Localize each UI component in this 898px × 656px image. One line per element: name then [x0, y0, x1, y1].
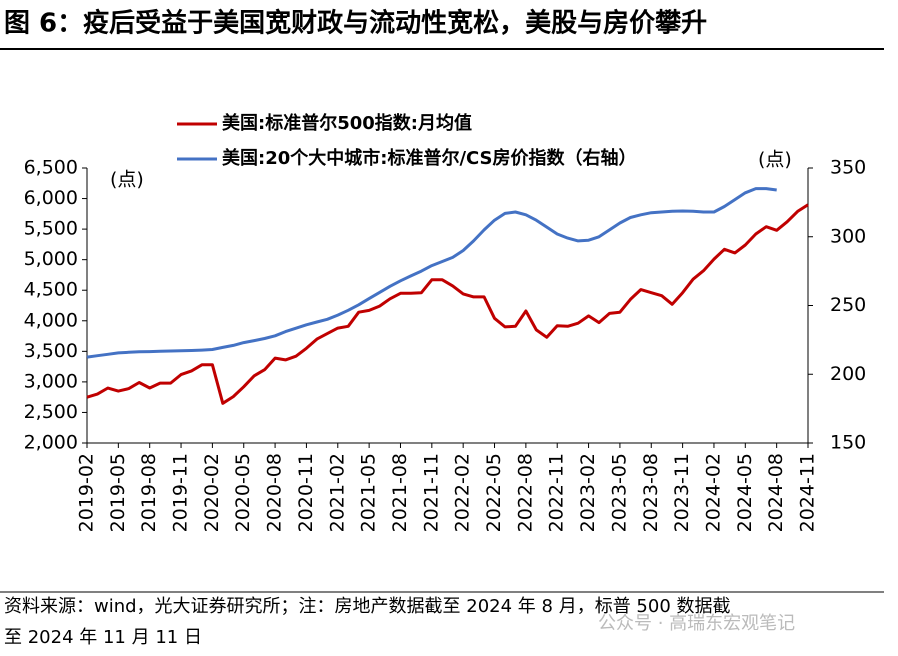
- legend-label: 美国:20个大中城市:标准普尔/CS房价指数（右轴）: [222, 147, 637, 169]
- x-tick-label: 2021-02: [326, 453, 348, 532]
- y-axis-label: (点): [110, 169, 144, 191]
- x-tick-label: 2020-08: [264, 453, 286, 532]
- x-tick-label: 2022-08: [514, 453, 536, 532]
- footnote: 资料来源：wind，光大证券研究所；注：房地产数据截至 2024 年 8 月，标…: [4, 596, 731, 617]
- y-tick-label: 3,000: [24, 370, 78, 392]
- x-tick-label: 2024-11: [797, 453, 819, 532]
- y2-tick-label: 300: [830, 225, 866, 247]
- y-tick-label: 4,000: [24, 309, 78, 331]
- y-tick-label: 6,500: [24, 157, 78, 179]
- x-tick-label: 2019-11: [170, 453, 192, 532]
- x-tick-label: 2020-02: [201, 453, 223, 532]
- y-tick-label: 5,000: [24, 248, 78, 270]
- x-tick-label: 2023-11: [671, 453, 693, 532]
- watermark: 公众号 · 高瑞东宏观笔记: [598, 613, 795, 634]
- y-tick-label: 2,000: [24, 432, 78, 454]
- x-tick-label: 2019-08: [138, 453, 160, 532]
- y-tick-label: 2,500: [24, 401, 78, 423]
- x-tick-label: 2021-11: [420, 453, 442, 532]
- x-tick-label: 2020-11: [295, 453, 317, 532]
- x-tick-label: 2019-05: [107, 453, 129, 532]
- x-tick-label: 2021-05: [358, 453, 380, 532]
- y-tick-label: 6,000: [24, 187, 78, 209]
- x-tick-label: 2023-08: [640, 453, 662, 532]
- chart-title: 图 6：疫后受益于美国宽财政与流动性宽松，美股与房价攀升: [4, 8, 707, 39]
- x-tick-label: 2022-02: [452, 453, 474, 532]
- x-tick-label: 2023-05: [608, 453, 630, 532]
- line-series: [86, 203, 809, 405]
- y2-tick-label: 200: [830, 363, 866, 385]
- x-tick-label: 2020-05: [232, 453, 254, 532]
- x-tick-label: 2022-05: [483, 453, 505, 532]
- x-tick-label: 2023-02: [577, 453, 599, 532]
- y-tick-label: 3,500: [24, 340, 78, 362]
- y2-tick-label: 350: [830, 157, 866, 179]
- x-tick-label: 2024-02: [702, 453, 724, 532]
- x-tick-label: 2024-05: [734, 453, 756, 532]
- y2-tick-label: 150: [830, 432, 866, 454]
- footnote: 至 2024 年 11 月 11 日: [4, 627, 202, 648]
- line-series: [86, 187, 777, 359]
- y-tick-label: 5,500: [24, 218, 78, 240]
- x-tick-label: 2019-02: [76, 453, 98, 532]
- legend-label: 美国:标准普尔500指数:月均值: [222, 112, 472, 134]
- x-tick-label: 2024-08: [765, 453, 787, 532]
- x-tick-label: 2021-08: [389, 453, 411, 532]
- x-tick-label: 2022-11: [546, 453, 568, 532]
- y-tick-label: 4,500: [24, 279, 78, 301]
- y2-tick-label: 250: [830, 294, 866, 316]
- y2-axis-label: (点): [758, 149, 792, 171]
